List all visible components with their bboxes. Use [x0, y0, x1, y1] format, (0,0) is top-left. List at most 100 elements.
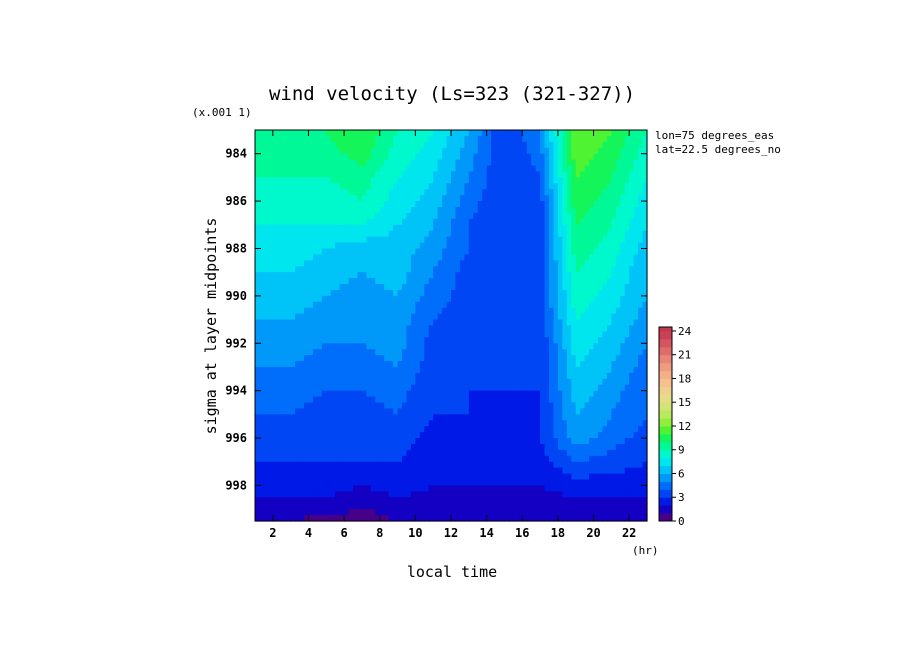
contour-cell	[312, 313, 318, 321]
contour-cell	[602, 307, 608, 315]
contour-cell	[255, 349, 261, 356]
contour-cell	[428, 343, 434, 350]
contour-cell	[620, 295, 626, 303]
contour-cell	[339, 177, 345, 184]
contour-cell	[397, 355, 403, 362]
contour-cell	[468, 195, 474, 202]
contour-cell	[446, 147, 452, 155]
contour-cell	[312, 236, 318, 244]
contour-cell	[424, 449, 430, 457]
contour-cell	[321, 278, 327, 285]
contour-cell	[370, 230, 376, 238]
contour-cell	[451, 207, 457, 214]
contour-cell	[584, 266, 590, 273]
contour-cell	[584, 307, 590, 315]
contour-cell	[526, 177, 532, 184]
contour-cell	[580, 455, 586, 463]
contour-cell	[531, 337, 537, 344]
contour-cell	[375, 201, 381, 208]
contour-cell	[504, 171, 510, 178]
contour-cell	[446, 159, 452, 167]
contour-cell	[375, 284, 381, 291]
contour-cell	[633, 426, 639, 433]
contour-cell	[402, 260, 408, 267]
contour-cell	[517, 455, 523, 463]
contour-cell	[326, 337, 332, 344]
contour-cell	[304, 420, 310, 427]
contour-cell	[259, 201, 265, 208]
contour-cell	[335, 355, 341, 362]
contour-cell	[504, 390, 510, 398]
contour-cell	[384, 153, 390, 161]
contour-cell	[348, 230, 354, 238]
contour-cell	[428, 295, 434, 303]
contour-cell	[531, 236, 537, 244]
contour-cell	[540, 455, 546, 463]
contour-cell	[295, 378, 301, 386]
contour-cell	[402, 278, 408, 285]
contour-cell	[451, 378, 457, 386]
contour-cell	[495, 183, 501, 190]
contour-cell	[500, 260, 506, 267]
contour-cell	[308, 147, 314, 155]
contour-cell	[335, 432, 341, 439]
contour-cell	[353, 443, 359, 451]
contour-cell	[419, 295, 425, 303]
contour-cell	[348, 260, 354, 267]
contour-cell	[500, 355, 506, 362]
contour-cell	[451, 390, 457, 398]
contour-cell	[566, 289, 572, 297]
contour-cell	[642, 414, 648, 421]
contour-cell	[361, 443, 367, 451]
contour-cell	[384, 313, 390, 321]
contour-cell	[428, 201, 434, 208]
contour-cell	[357, 242, 363, 250]
contour-cell	[526, 141, 532, 149]
contour-cell	[589, 366, 595, 374]
contour-cell	[384, 449, 390, 457]
contour-cell	[557, 147, 563, 155]
contour-cell	[522, 260, 528, 267]
contour-cell	[638, 284, 644, 291]
contour-cell	[517, 420, 523, 427]
contour-cell	[589, 372, 595, 380]
contour-cell	[339, 147, 345, 155]
contour-cell	[428, 325, 434, 333]
contour-cell	[259, 260, 265, 267]
contour-cell	[553, 159, 559, 167]
contour-cell	[620, 455, 626, 463]
contour-cell	[562, 224, 568, 232]
contour-cell	[642, 402, 648, 410]
contour-cell	[357, 254, 363, 261]
contour-cell	[598, 455, 604, 463]
contour-cell	[375, 402, 381, 410]
contour-cell	[535, 408, 541, 415]
contour-cell	[335, 289, 341, 297]
contour-cell	[562, 449, 568, 457]
contour-cell	[402, 218, 408, 226]
contour-cell	[611, 248, 617, 255]
contour-cell	[326, 449, 332, 457]
contour-cell	[459, 248, 465, 255]
contour-cell	[611, 159, 617, 167]
contour-cell	[308, 248, 314, 255]
contour-cell	[580, 236, 586, 244]
contour-cell	[517, 153, 523, 161]
contour-cell	[446, 171, 452, 178]
contour-cell	[504, 153, 510, 161]
contour-cell	[437, 284, 443, 291]
contour-cell	[402, 414, 408, 421]
contour-cell	[263, 236, 269, 244]
contour-cell	[598, 141, 604, 149]
contour-cell	[486, 372, 492, 380]
contour-cell	[517, 438, 523, 445]
contour-cell	[580, 349, 586, 356]
contour-cell	[633, 295, 639, 303]
contour-cell	[526, 218, 532, 226]
contour-cell	[473, 284, 479, 291]
contour-cell	[455, 366, 461, 374]
contour-cell	[508, 201, 514, 208]
contour-cell	[295, 165, 301, 173]
contour-cell	[531, 432, 537, 439]
contour-cell	[415, 443, 421, 451]
